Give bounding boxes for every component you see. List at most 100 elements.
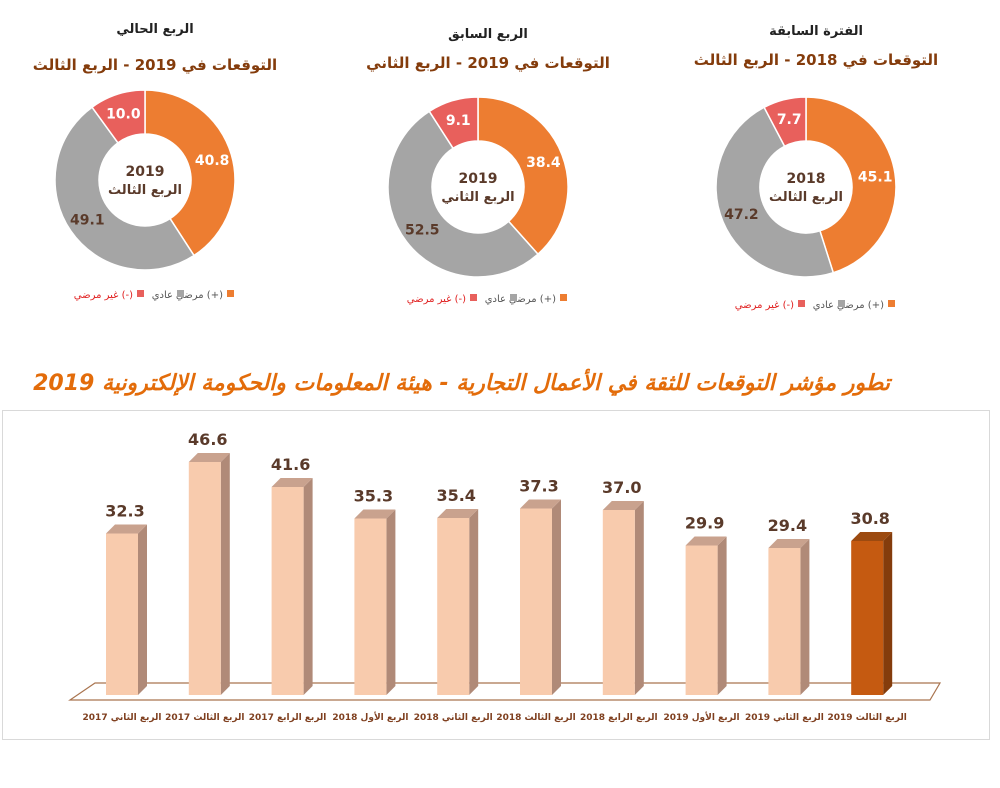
bar-top [851, 532, 893, 541]
bar [685, 545, 718, 695]
bar-top [685, 536, 727, 546]
bar [437, 518, 470, 695]
bar [768, 548, 801, 695]
legend-label: عادي [485, 294, 506, 305]
legend-label: غير مرضي (-) [407, 294, 466, 305]
donut-center-quarter: الربع الثاني [441, 190, 514, 205]
donut-center-year: 2018 [787, 171, 826, 187]
bar-chart-frame [2, 410, 990, 740]
bar [520, 508, 552, 695]
donut-title: الفترة السابقة [769, 24, 863, 39]
donut-center-quarter: الربع الثالث [769, 190, 843, 205]
x-tick-label: الربع الثاني 2017 [83, 713, 162, 723]
x-tick-label: الربع الثالث 2017 [165, 713, 244, 723]
x-tick-label: الربع الرابع 2018 [580, 713, 658, 723]
legend-label: غير مرضي (-) [735, 300, 794, 311]
donut-slice [144, 89, 236, 257]
legend-swatch [227, 290, 234, 297]
legend-label: عادي [152, 290, 173, 301]
bar-side [634, 501, 644, 695]
donut-center-year: 2019 [459, 171, 498, 187]
legend-swatch [560, 294, 567, 301]
bar [106, 533, 138, 695]
bar [354, 518, 387, 695]
x-tick-label: الربع الرابع 2017 [249, 713, 327, 723]
donut-slice [54, 106, 196, 271]
donut-title: الربع الحالي [116, 22, 193, 37]
x-tick-label: الربع الثاني 2019 [745, 713, 824, 723]
bar-value-label: 29.9 [685, 514, 724, 533]
donut-slice [763, 96, 807, 148]
bar-side [303, 478, 313, 695]
bar-value-label: 37.3 [519, 477, 558, 496]
bar-side [386, 509, 396, 695]
bar-value-label: 29.4 [768, 516, 807, 535]
donut-value-label: 10.0 [106, 106, 141, 122]
bar-side [552, 499, 561, 695]
legend-swatch [510, 294, 517, 301]
bar-value-label: 41.6 [271, 455, 310, 474]
donut-slice [91, 89, 146, 144]
donut-center-year: 2019 [126, 164, 165, 180]
legend-label: عادي [813, 300, 834, 311]
bar-side [883, 532, 893, 695]
donut-subtitle: التوقعات في 2019 - الربع الثاني [366, 54, 610, 72]
bar [271, 487, 304, 695]
legend-swatch [798, 300, 805, 307]
bar [188, 462, 221, 695]
bar-top [520, 499, 561, 509]
donut-value-label: 38.4 [526, 155, 561, 171]
bar-value-label: 30.8 [850, 509, 889, 528]
donut-value-label: 40.8 [195, 153, 230, 169]
legend-swatch [470, 294, 477, 301]
donut-slice [428, 96, 479, 150]
x-tick-label: الربع الثالث 2019 [828, 713, 907, 723]
legend-label: مرضي (+) [837, 300, 884, 311]
bar-side [800, 539, 810, 695]
bar-value-label: 37.0 [602, 478, 641, 497]
bar-top [768, 539, 810, 548]
donut-center-quarter: الربع الثالث [108, 183, 182, 198]
donut-slice [477, 96, 569, 256]
bar-top [354, 509, 396, 519]
donut-value-label: 7.7 [777, 112, 802, 128]
legend-label: غير مرضي (-) [74, 290, 133, 301]
legend-label: مرضي (+) [509, 294, 556, 305]
donut-slice [387, 110, 540, 278]
bar-value-label: 46.6 [188, 430, 227, 449]
bar [851, 541, 884, 695]
donut-value-label: 9.1 [446, 113, 471, 129]
bar-side [138, 524, 147, 695]
x-tick-label: الربع الثاني 2018 [414, 713, 493, 723]
x-tick-label: الربع الثالث 2018 [496, 713, 575, 723]
legend-swatch [888, 300, 895, 307]
legend-swatch [137, 290, 144, 297]
donut-value-label: 45.1 [858, 169, 893, 185]
donut-value-label: 49.1 [70, 213, 105, 229]
x-tick-label: الربع الأول 2018 [332, 711, 408, 723]
legend-swatch [177, 290, 184, 297]
x-tick-label: الربع الأول 2019 [664, 711, 740, 723]
bar-side [220, 453, 230, 695]
donut-title: الربع السابق [448, 27, 528, 42]
bar-chart-title: تطور مؤشر التوقعات للثقة في الأعمال التج… [33, 368, 893, 396]
bar-side [717, 536, 727, 695]
donut-subtitle: التوقعات في 2019 - الربع الثالث [33, 56, 277, 74]
donut-slice [715, 106, 835, 278]
bar-top [602, 501, 644, 510]
legend-swatch [838, 300, 845, 307]
bar-value-label: 35.3 [354, 487, 393, 506]
legend-label: مرضي (+) [176, 290, 223, 301]
bar-top [271, 478, 313, 487]
bar-top [106, 524, 147, 534]
donut-value-label: 47.2 [724, 207, 759, 223]
bar-side [469, 509, 479, 695]
donut-slice [805, 96, 897, 274]
donut-subtitle: التوقعات في 2018 - الربع الثالث [694, 51, 938, 69]
bar-value-label: 32.3 [105, 502, 144, 521]
bar-top [437, 509, 479, 518]
bar-value-label: 35.4 [436, 486, 475, 505]
bar [602, 510, 635, 695]
donut-value-label: 52.5 [405, 222, 440, 238]
